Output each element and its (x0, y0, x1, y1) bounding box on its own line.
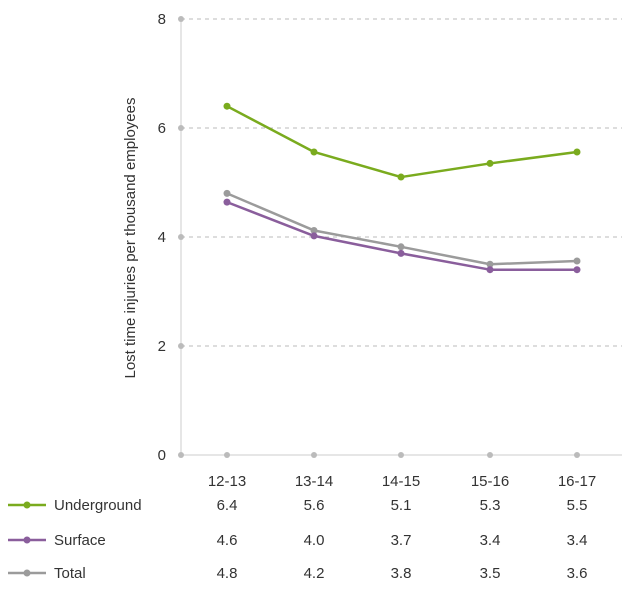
data-point-underground (310, 148, 318, 156)
table-cell-value: 4.6 (217, 532, 238, 549)
x-tick-label: 15-16 (471, 473, 509, 490)
series-line-surface (226, 200, 577, 271)
table-cell-value: 5.5 (567, 497, 588, 514)
table-cell-value: 4.8 (217, 565, 238, 582)
table-cell-value: 5.6 (304, 497, 325, 514)
data-point-total (573, 257, 581, 265)
table-cell-value: 3.7 (391, 532, 412, 549)
data-point-surface (397, 249, 405, 257)
y-tick-label: 8 (158, 11, 166, 28)
table-cell-value: 3.4 (567, 532, 588, 549)
legend-label-underground: Underground (54, 497, 142, 514)
x-tick-label: 12-13 (208, 473, 246, 490)
x-tick-dot (224, 452, 230, 458)
data-point-total (310, 226, 318, 234)
legend-marker-total (23, 569, 31, 577)
legend-marker-underground (23, 501, 31, 509)
grid-lines (181, 18, 622, 456)
x-tick-dot (574, 452, 580, 458)
data-table: Underground 6.4 5.6 5.1 5.3 5.5 Surface 4.6 4.0 3… (8, 497, 587, 582)
x-tick-dot (487, 452, 493, 458)
data-point-surface (573, 266, 581, 274)
y-tick-label: 6 (158, 120, 166, 137)
table-cell-value: 5.1 (391, 497, 412, 514)
data-point-surface (223, 198, 231, 206)
y-axis-label: Lost time injuries per thousand employee… (122, 98, 139, 379)
table-cell-value: 5.3 (480, 497, 501, 514)
data-point-underground (397, 173, 405, 181)
y-tick-dot (178, 452, 184, 458)
data-point-total (223, 189, 231, 197)
x-tick-label: 14-15 (382, 473, 420, 490)
series-line-underground (226, 105, 578, 179)
legend-label-total: Total (54, 565, 86, 582)
y-tick-dot (178, 234, 184, 240)
x-tick-label: 13-14 (295, 473, 333, 490)
data-point-surface (310, 232, 318, 240)
y-axis: 0 2 4 6 8 (158, 11, 184, 464)
y-tick-dot (178, 16, 184, 22)
table-cell-value: 4.0 (304, 532, 325, 549)
y-tick-label: 2 (158, 338, 166, 355)
table-cell-value: 3.5 (480, 565, 501, 582)
data-point-underground (573, 148, 581, 156)
data-point-underground (486, 159, 494, 167)
table-cell-value: 3.4 (480, 532, 501, 549)
x-tick-dot (311, 452, 317, 458)
x-axis-ticks: 12-13 13-14 14-15 15-16 16-17 (208, 452, 596, 490)
y-tick-label: 0 (158, 447, 166, 464)
table-cell-value: 3.6 (567, 565, 588, 582)
x-tick-label: 16-17 (558, 473, 596, 490)
data-point-total (486, 260, 494, 268)
data-point-surface (486, 266, 494, 274)
data-point-underground (223, 102, 231, 110)
series-lines (223, 102, 581, 274)
x-tick-dot (398, 452, 404, 458)
table-cell-value: 3.8 (391, 565, 412, 582)
legend-marker-surface (23, 536, 31, 544)
table-cell-value: 4.2 (304, 565, 325, 582)
data-point-total (397, 243, 405, 251)
y-tick-dot (178, 125, 184, 131)
table-cell-value: 6.4 (217, 497, 238, 514)
y-tick-dot (178, 343, 184, 349)
y-tick-label: 4 (158, 229, 166, 246)
legend-label-surface: Surface (54, 532, 106, 549)
